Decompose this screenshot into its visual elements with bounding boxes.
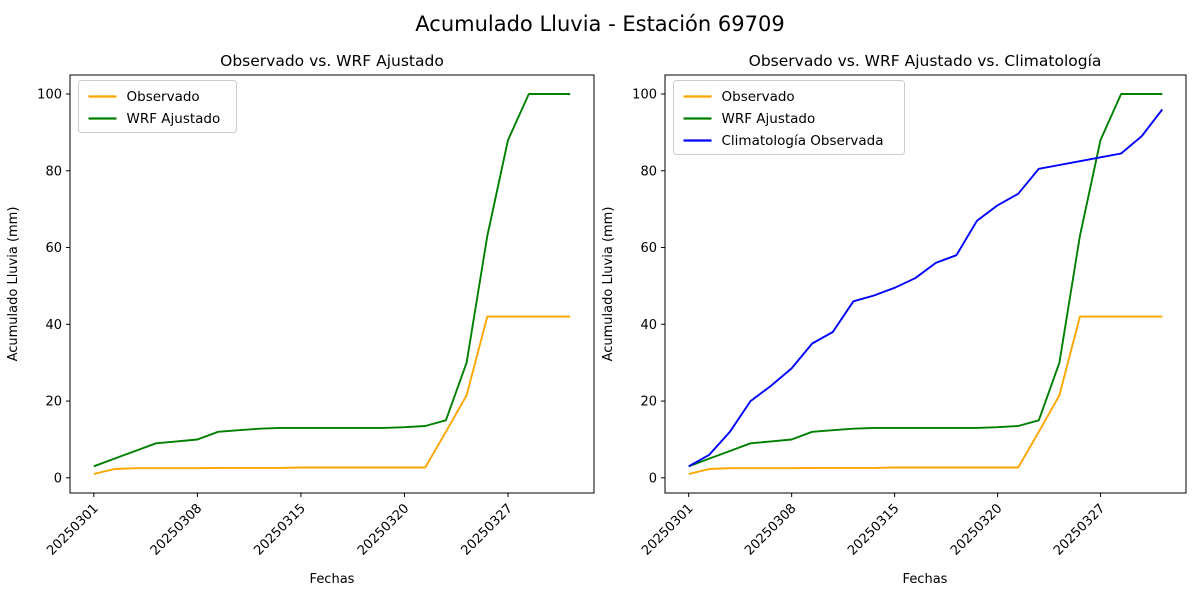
series-line-observado	[93, 315, 571, 475]
y-tick-label: 0	[54, 471, 62, 486]
legend: Observado WRF Ajustado	[78, 80, 237, 133]
x-tick-label: 20250301	[44, 501, 101, 558]
left-plot-title: Observado vs. WRF Ajustado	[220, 52, 444, 70]
figure-title: Acumulado Lluvia - Estación 69709	[415, 12, 784, 36]
legend-label: Observado	[722, 89, 795, 105]
y-tick-label: 40	[45, 318, 62, 333]
legend-label: WRF Ajustado	[127, 111, 221, 127]
axes-frame	[69, 74, 595, 494]
y-tick-label: 20	[45, 395, 62, 410]
x-tick-label: 20250301	[639, 501, 696, 558]
x-tick-label: 20250315	[251, 501, 308, 558]
series-line-climatolog-a-observada	[688, 108, 1164, 468]
y-tick-label: 100	[632, 88, 657, 103]
x-tick-label: 20250320	[355, 501, 412, 558]
axes-frame	[664, 74, 1187, 494]
x-tick-label: 20250320	[948, 501, 1005, 558]
y-tick-label: 60	[45, 241, 62, 256]
right-plot-ylabel: Acumulado Lluvia (mm)	[601, 207, 616, 362]
x-tick-label: 20250327	[1051, 501, 1108, 558]
x-tick-label: 20250315	[845, 501, 902, 558]
right-plot-title: Observado vs. WRF Ajustado vs. Climatolo…	[749, 52, 1102, 70]
y-tick-label: 100	[37, 88, 62, 103]
y-tick-label: 0	[649, 471, 657, 486]
legend-label: WRF Ajustado	[722, 111, 816, 127]
y-tick-label: 80	[45, 164, 62, 179]
series-line-observado	[688, 315, 1163, 475]
legend-frame	[673, 80, 905, 155]
left-plot: Observado vs. WRF Ajustado Fechas Acumul…	[6, 52, 595, 587]
right-plot-xlabel: Fechas	[903, 572, 948, 587]
y-tick-label: 80	[640, 164, 657, 179]
legend-label: Observado	[127, 89, 200, 105]
series-line-wrf-ajustado	[688, 93, 1163, 468]
y-tick-label: 60	[640, 241, 657, 256]
legend-label: Climatología Observada	[722, 133, 884, 149]
x-tick-label: 20250308	[742, 501, 799, 558]
left-plot-area: 0 20 40 60 80 100 20250301 20250308 20250315 2025…	[37, 74, 595, 559]
legend: Observado WRF Ajustado Climatología Observ…	[673, 80, 905, 155]
x-tick-label: 20250327	[458, 501, 515, 558]
y-tick-label: 20	[640, 395, 657, 410]
left-plot-xlabel: Fechas	[310, 572, 355, 587]
legend-frame	[78, 80, 237, 133]
left-plot-ylabel: Acumulado Lluvia (mm)	[6, 207, 21, 362]
x-tick-label: 20250308	[148, 501, 205, 558]
series-line-wrf-ajustado	[93, 93, 571, 468]
right-plot: Observado vs. WRF Ajustado vs. Climatolo…	[601, 52, 1187, 587]
y-tick-label: 40	[640, 318, 657, 333]
right-plot-area: 0 20 40 60 80 100 20250301 20250308 20250315 2025…	[632, 74, 1187, 559]
